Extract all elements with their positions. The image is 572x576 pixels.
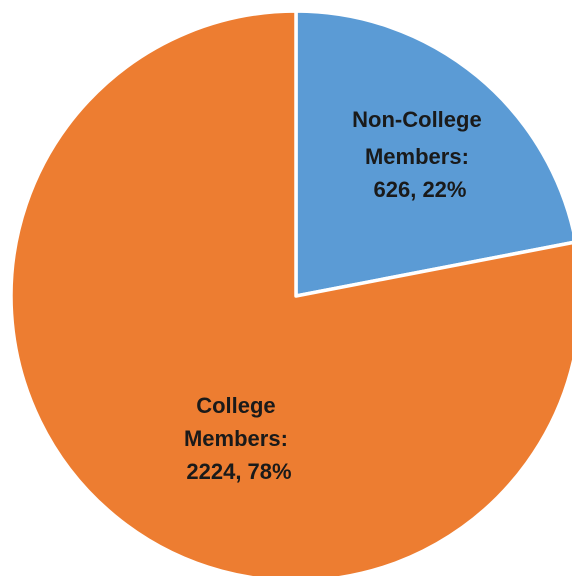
slice-label-college: College Members: 2224, 78% [184, 393, 294, 484]
pie-slice-non-college [294, 9, 572, 298]
slice-label-non-college-line-2: Members: [365, 144, 469, 169]
pie-labels: Non-College Members: 626, 22% College Me… [184, 107, 488, 484]
slice-label-college-line-1: College [196, 393, 275, 418]
slice-label-non-college-line-3: 626, 22% [374, 177, 467, 202]
slice-label-college-line-3: 2224, 78% [186, 459, 291, 484]
slice-label-college-line-2: Members: [184, 426, 288, 451]
pie-slice-college [9, 9, 572, 576]
slice-label-non-college: Non-College Members: 626, 22% [352, 107, 488, 202]
pie-slices [9, 9, 572, 576]
slice-label-non-college-line-1: Non-College [352, 107, 482, 132]
